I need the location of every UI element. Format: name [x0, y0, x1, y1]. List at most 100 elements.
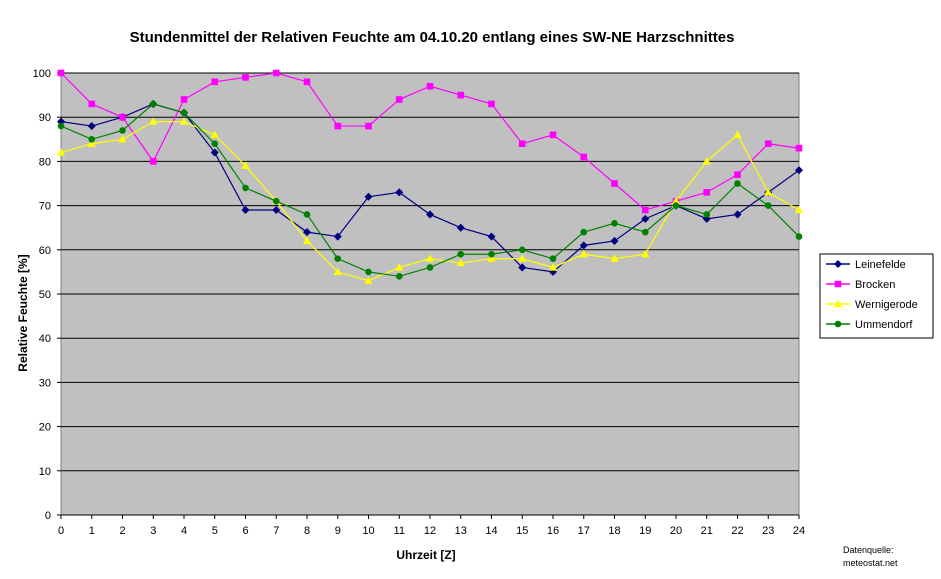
data-point [457, 91, 465, 99]
data-point [395, 263, 404, 271]
data-point [641, 214, 650, 223]
y-tick-label: 10 [39, 466, 51, 478]
data-point [456, 223, 465, 232]
data-point [119, 127, 126, 134]
data-point [702, 156, 711, 165]
legend-label: Leinefelde [855, 259, 906, 271]
legend-swatch-marker [834, 320, 842, 328]
data-point [211, 140, 219, 148]
data-point [149, 100, 157, 108]
data-point [764, 187, 773, 196]
y-tick-label: 20 [39, 422, 51, 434]
data-point [548, 267, 558, 276]
data-point [734, 171, 741, 178]
data-point [611, 180, 618, 187]
data-point [641, 206, 649, 214]
y-tick-label: 0 [45, 510, 51, 522]
data-point [764, 140, 772, 148]
data-point [426, 264, 434, 271]
x-tick-label: 19 [639, 525, 651, 537]
x-tick-label: 20 [670, 525, 682, 537]
data-point [425, 210, 435, 219]
data-point [334, 122, 342, 130]
x-tick-label: 1 [89, 525, 95, 537]
x-tick-label: 16 [547, 525, 559, 537]
x-axis-ticks: 0 1 2 3 4 5 6 7 8 9 10 11 12 13 14 15 16 17 18 19 20 21 22 23 24 [58, 515, 805, 537]
data-point [119, 113, 126, 121]
legend-label: Brocken [855, 279, 895, 291]
data-point [610, 236, 619, 245]
data-point [703, 189, 711, 196]
x-tick-label: 5 [212, 525, 218, 537]
x-tick-label: 13 [455, 525, 467, 537]
data-point [395, 96, 403, 103]
data-point [395, 188, 404, 197]
data-point [180, 109, 188, 117]
x-tick-label: 4 [181, 525, 187, 537]
y-tick-label: 50 [39, 289, 51, 301]
data-point [487, 232, 496, 241]
data-point [487, 254, 496, 262]
data-point [302, 228, 312, 237]
data-point [549, 255, 557, 262]
data-point [672, 202, 680, 209]
chart-title: Stundenmittel der Relativen Feuchte am 0… [130, 29, 735, 46]
x-tick-label: 11 [394, 525, 405, 537]
series-lines [56, 69, 804, 284]
data-point [794, 166, 804, 175]
data-point [549, 131, 557, 139]
data-point [364, 276, 373, 284]
data-point [149, 117, 158, 125]
data-point [211, 78, 219, 86]
data-point [210, 130, 219, 138]
data-point [764, 202, 772, 209]
x-tick-label: 22 [731, 525, 743, 537]
x-tick-label: 17 [578, 525, 590, 537]
data-point [795, 144, 803, 152]
data-point [57, 69, 65, 77]
data-point [272, 197, 280, 205]
data-point [733, 130, 742, 138]
data-point [580, 153, 588, 161]
data-point [57, 122, 65, 130]
data-point [118, 134, 127, 143]
data-point [333, 232, 342, 241]
x-tick-label: 24 [793, 525, 805, 537]
data-point [241, 205, 250, 215]
data-point [333, 267, 342, 276]
data-point [610, 254, 619, 262]
data-point [579, 241, 588, 250]
data-point [703, 211, 711, 218]
y-tick-label: 30 [39, 377, 51, 389]
x-tick-label: 18 [608, 525, 620, 537]
data-point [88, 100, 96, 108]
data-point [641, 228, 649, 236]
x-tick-label: 14 [485, 525, 497, 537]
data-point [794, 205, 804, 214]
data-point [518, 246, 526, 254]
x-tick-label: 8 [304, 525, 310, 537]
data-point [180, 96, 188, 103]
data-point [579, 249, 588, 258]
x-tick-label: 6 [242, 525, 248, 537]
legend-item-brocken: Brocken [826, 279, 895, 291]
legend-label: Wernigerode [855, 299, 918, 311]
data-point [426, 82, 434, 90]
data-point [241, 161, 250, 169]
x-axis-label: Uhrzeit [Z] [396, 548, 455, 562]
data-point [210, 148, 219, 157]
data-point [334, 255, 342, 262]
legend-item-wernigerode: Wernigerode [826, 299, 918, 311]
legend-swatch-marker [833, 259, 843, 269]
data-point [734, 180, 741, 187]
data-point [580, 228, 588, 236]
data-point [87, 122, 96, 131]
data-point [395, 273, 403, 280]
y-tick-label: 100 [33, 68, 51, 80]
data-point [518, 140, 526, 148]
data-point [456, 258, 465, 267]
x-tick-label: 2 [119, 525, 125, 537]
x-tick-label: 9 [335, 525, 341, 537]
legend-swatch-marker [834, 280, 842, 288]
x-tick-label: 3 [150, 525, 156, 537]
